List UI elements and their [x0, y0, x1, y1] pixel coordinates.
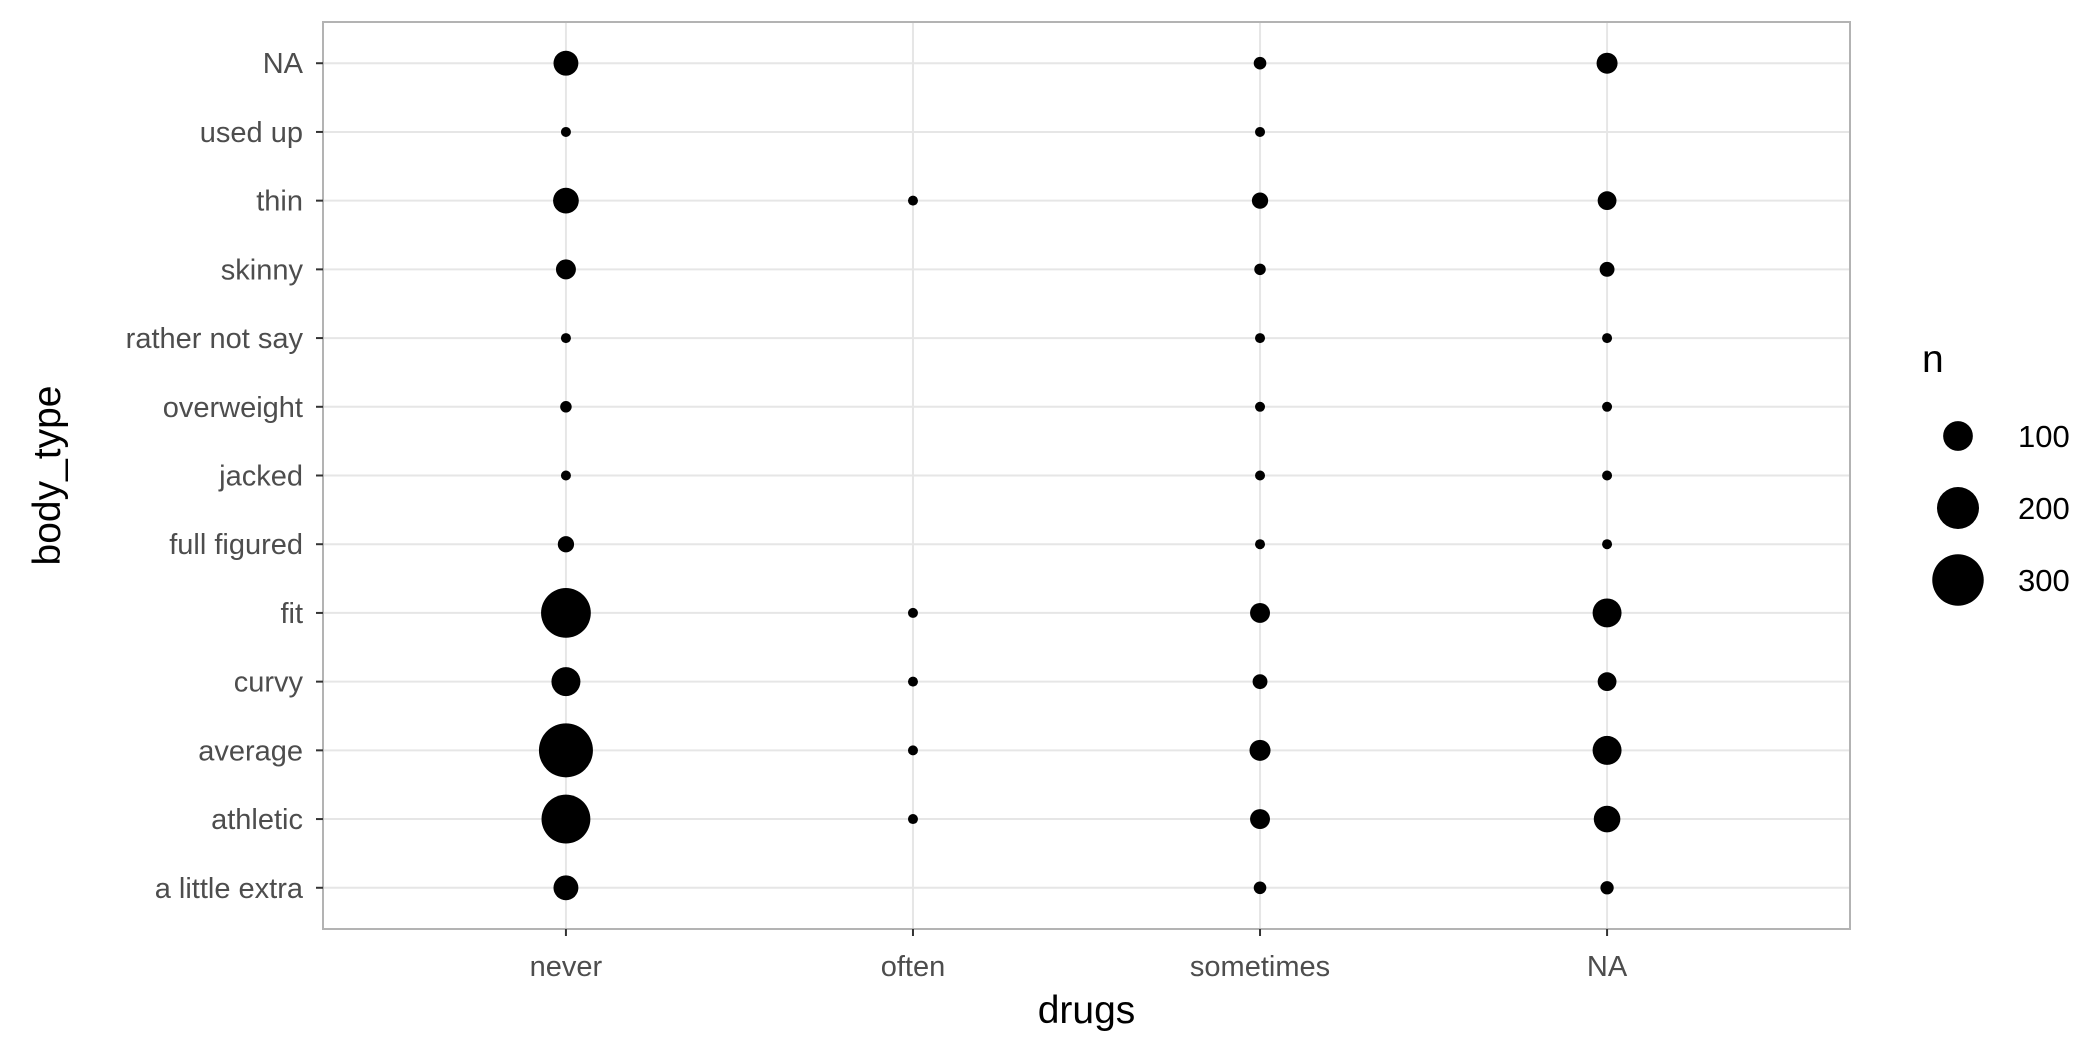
x-tick-label-na: NA	[1587, 951, 1628, 983]
point-never-thin	[553, 187, 579, 214]
point-sometimes-fit	[1250, 602, 1270, 623]
y-axis-ticks: a little extra athletic average curvy fit ful…	[126, 48, 323, 905]
y-tick-label-a-little-extra: a little extra	[155, 873, 304, 905]
point-often-curvy	[907, 676, 918, 687]
point-never-skinny	[555, 259, 576, 280]
point-na-jacked	[1602, 470, 1613, 481]
point-na-a-little-extra	[1600, 881, 1614, 895]
point-never-rather-not-say	[560, 333, 571, 344]
point-sometimes-rather-not-say	[1255, 333, 1266, 344]
point-sometimes-jacked	[1255, 470, 1266, 481]
point-sometimes-curvy	[1252, 674, 1268, 690]
y-tick-label-curvy: curvy	[234, 667, 304, 699]
point-na-full-figured	[1602, 539, 1613, 550]
point-sometimes-skinny	[1254, 263, 1266, 276]
point-never-athletic	[541, 794, 591, 844]
point-na-rather-not-say	[1602, 333, 1613, 344]
y-axis-title: body_type	[26, 386, 69, 566]
point-sometimes-full-figured	[1255, 539, 1266, 550]
y-tick-label-used-up: used up	[200, 117, 303, 149]
point-sometimes-a-little-extra	[1253, 881, 1267, 895]
point-never-fit	[541, 588, 591, 638]
point-never-overweight	[560, 401, 572, 413]
point-na-athletic	[1593, 805, 1621, 833]
legend-title: n	[1922, 338, 1944, 381]
x-tick-label-often: often	[881, 951, 946, 983]
point-sometimes-thin	[1251, 192, 1269, 209]
legend-key-100	[1943, 421, 1973, 451]
point-na-na	[1596, 52, 1618, 74]
point-never-average	[538, 723, 593, 778]
legend-key-200	[1936, 486, 1980, 530]
y-tick-label-skinny: skinny	[221, 254, 304, 286]
point-sometimes-athletic	[1250, 809, 1270, 830]
legend-label-100: 100	[2018, 419, 2070, 454]
y-tick-label-fit: fit	[280, 598, 303, 630]
y-tick-label-rather-not-say: rather not say	[126, 323, 304, 355]
legend: n 100 200 300	[1922, 338, 2070, 606]
point-sometimes-used-up	[1255, 126, 1266, 137]
point-na-overweight	[1602, 401, 1613, 412]
y-tick-label-jacked: jacked	[218, 461, 303, 493]
legend-label-200: 200	[2018, 491, 2070, 526]
point-often-thin	[907, 195, 918, 206]
point-never-jacked	[560, 470, 571, 481]
point-na-thin	[1597, 191, 1617, 211]
point-never-a-little-extra	[553, 875, 579, 901]
legend-key-300	[1932, 554, 1984, 606]
point-never-na	[553, 50, 579, 76]
point-sometimes-overweight	[1255, 401, 1266, 412]
y-tick-label-na: NA	[263, 48, 304, 80]
y-tick-label-thin: thin	[256, 186, 303, 218]
point-never-used-up	[560, 126, 571, 137]
point-often-average	[907, 745, 918, 756]
data-points	[538, 50, 1622, 901]
y-tick-label-average: average	[198, 735, 303, 767]
point-sometimes-na	[1253, 56, 1267, 70]
y-tick-label-overweight: overweight	[163, 392, 303, 424]
point-often-fit	[907, 607, 918, 618]
point-na-fit	[1592, 598, 1622, 628]
point-na-curvy	[1597, 672, 1617, 692]
y-tick-label-full-figured: full figured	[169, 529, 303, 561]
point-na-skinny	[1599, 261, 1615, 277]
legend-label-300: 300	[2018, 563, 2070, 598]
x-tick-label-sometimes: sometimes	[1190, 951, 1330, 983]
point-often-athletic	[907, 814, 918, 825]
x-axis-ticks: never often sometimes NA	[530, 929, 1628, 983]
x-tick-label-never: never	[530, 951, 603, 983]
point-never-full-figured	[557, 536, 575, 553]
point-never-curvy	[551, 667, 581, 697]
y-tick-label-athletic: athletic	[211, 804, 303, 836]
x-axis-title: drugs	[1038, 989, 1136, 1032]
point-sometimes-average	[1249, 739, 1271, 761]
point-na-average	[1592, 735, 1622, 765]
